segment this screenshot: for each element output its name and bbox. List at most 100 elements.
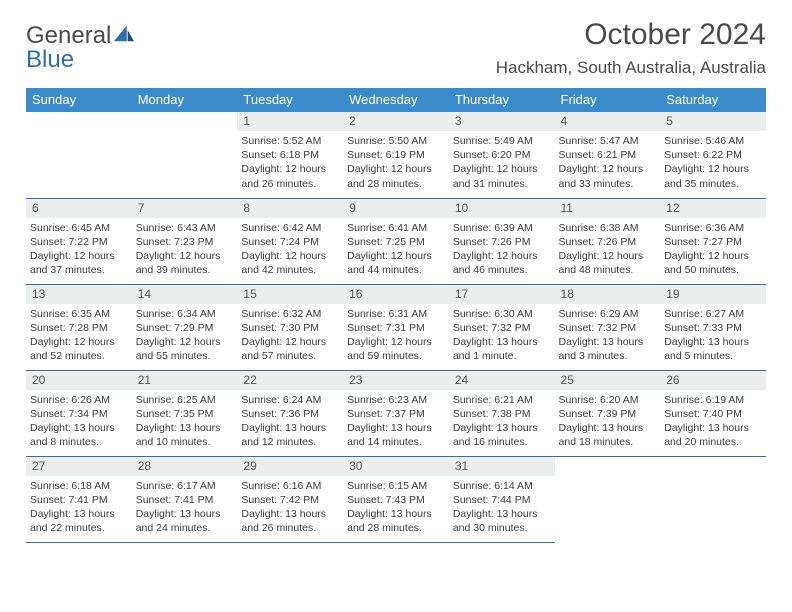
daylight-line: Daylight: 12 hours and 55 minutes. — [136, 336, 221, 362]
day-cell-4: 4Sunrise: 5:47 AMSunset: 6:21 PMDaylight… — [555, 112, 661, 198]
daylight-line: Daylight: 12 hours and 42 minutes. — [241, 250, 326, 276]
sunset-line: Sunset: 6:19 PM — [347, 149, 425, 161]
day-body: Sunrise: 6:26 AMSunset: 7:34 PMDaylight:… — [26, 390, 132, 454]
day-cell-26: 26Sunrise: 6:19 AMSunset: 7:40 PMDayligh… — [660, 370, 766, 456]
calendar-row: 20Sunrise: 6:26 AMSunset: 7:34 PMDayligh… — [26, 370, 766, 456]
day-number: 8 — [237, 199, 343, 218]
day-body: Sunrise: 5:47 AMSunset: 6:21 PMDaylight:… — [555, 131, 661, 195]
calendar-row: 1Sunrise: 5:52 AMSunset: 6:18 PMDaylight… — [26, 112, 766, 198]
day-number: 25 — [555, 371, 661, 390]
daylight-line: Daylight: 13 hours and 24 minutes. — [136, 508, 221, 534]
day-cell-15: 15Sunrise: 6:32 AMSunset: 7:30 PMDayligh… — [237, 284, 343, 370]
day-number: 4 — [555, 112, 661, 131]
day-cell-29: 29Sunrise: 6:16 AMSunset: 7:42 PMDayligh… — [237, 456, 343, 542]
sunset-line: Sunset: 7:24 PM — [241, 236, 319, 248]
day-cell-30: 30Sunrise: 6:15 AMSunset: 7:43 PMDayligh… — [343, 456, 449, 542]
sunrise-line: Sunrise: 6:31 AM — [347, 308, 427, 320]
sunrise-line: Sunrise: 6:26 AM — [30, 394, 110, 406]
day-body: Sunrise: 6:42 AMSunset: 7:24 PMDaylight:… — [237, 218, 343, 282]
sunrise-line: Sunrise: 6:34 AM — [136, 308, 216, 320]
day-number: 5 — [660, 112, 766, 131]
sunrise-line: Sunrise: 5:52 AM — [241, 135, 321, 147]
sunrise-line: Sunrise: 6:36 AM — [664, 222, 744, 234]
day-number: 29 — [237, 457, 343, 476]
day-body: Sunrise: 5:50 AM Sunset: 6:19 PM Daylight:… — [343, 131, 449, 195]
daylight-line: Daylight: 13 hours and 20 minutes. — [664, 422, 749, 448]
day-body: Sunrise: 6:36 AM Sunset: 7:27 PM Daylight:… — [660, 218, 766, 282]
day-cell-19: 19Sunrise: 6:27 AMSunset: 7:33 PMDayligh… — [660, 284, 766, 370]
sunset-line: Sunset: 7:28 PM — [30, 322, 108, 334]
calendar-table: SundayMondayTuesdayWednesdayThursdayFrid… — [26, 88, 766, 543]
sunset-line: Sunset: 6:22 PM — [664, 149, 742, 161]
daylight-line: Daylight: 12 hours and 28 minutes. — [347, 163, 432, 189]
day-body: Sunrise: 5:49 AMSunset: 6:20 PMDaylight:… — [449, 131, 555, 195]
day-number: 19 — [660, 285, 766, 304]
sunrise-line: Sunrise: 6:21 AM — [453, 394, 533, 406]
weekday-thursday: Thursday — [449, 88, 555, 112]
day-cell-12: 12 Sunrise: 6:36 AM Sunset: 7:27 PM Dayligh… — [660, 198, 766, 284]
sunset-line: Sunset: 7:27 PM — [664, 236, 742, 248]
day-cell-16: 16Sunrise: 6:31 AMSunset: 7:31 PMDayligh… — [343, 284, 449, 370]
sunset-line: Sunset: 7:39 PM — [559, 408, 637, 420]
day-number: 12 — [660, 199, 766, 218]
sunrise-line: Sunrise: 6:15 AM — [347, 480, 427, 492]
sunrise-line: Sunrise: 6:32 AM — [241, 308, 321, 320]
sunrise-line: Sunrise: 6:19 AM — [664, 394, 744, 406]
daylight-line: Daylight: 12 hours and 31 minutes. — [453, 163, 538, 189]
day-cell-13: 13Sunrise: 6:35 AMSunset: 7:28 PMDayligh… — [26, 284, 132, 370]
sunrise-line: Sunrise: 6:45 AM — [30, 222, 110, 234]
daylight-line: Daylight: 13 hours and 8 minutes. — [30, 422, 115, 448]
logo-word1: General — [26, 22, 111, 49]
daylight-line: Daylight: 12 hours and 44 minutes. — [347, 250, 432, 276]
day-body: Sunrise: 6:41 AM Sunset: 7:25 PM Daylight:… — [343, 218, 449, 282]
day-number: 23 — [343, 371, 449, 390]
day-cell-6: 6Sunrise: 6:45 AMSunset: 7:22 PMDaylight… — [26, 198, 132, 284]
day-body: Sunrise: 6:32 AMSunset: 7:30 PMDaylight:… — [237, 304, 343, 368]
day-body: Sunrise: 6:27 AMSunset: 7:33 PMDaylight:… — [660, 304, 766, 368]
day-cell-1: 1Sunrise: 5:52 AMSunset: 6:18 PMDaylight… — [237, 112, 343, 198]
day-number: 26 — [660, 371, 766, 390]
sunrise-line: Sunrise: 6:43 AM — [136, 222, 216, 234]
calendar-row: 13Sunrise: 6:35 AMSunset: 7:28 PMDayligh… — [26, 284, 766, 370]
day-cell-23: 23Sunrise: 6:23 AMSunset: 7:37 PMDayligh… — [343, 370, 449, 456]
day-cell-7: 7Sunrise: 6:43 AMSunset: 7:23 PMDaylight… — [132, 198, 238, 284]
daylight-line: Daylight: 12 hours and 26 minutes. — [241, 163, 326, 189]
daylight-line: Daylight: 13 hours and 1 minute. — [453, 336, 538, 362]
day-number: 31 — [449, 457, 555, 476]
title-block: October 2024 Hackham, South Australia, A… — [496, 18, 766, 78]
day-body: Sunrise: 5:52 AMSunset: 6:18 PMDaylight:… — [237, 131, 343, 195]
sunset-line: Sunset: 7:25 PM — [347, 236, 425, 248]
daylight-line: Daylight: 12 hours and 37 minutes. — [30, 250, 115, 276]
weekday-sunday: Sunday — [26, 88, 132, 112]
sunset-line: Sunset: 7:31 PM — [347, 322, 425, 334]
sunrise-line: Sunrise: 5:50 AM — [347, 135, 427, 147]
day-number: 2 — [343, 112, 449, 131]
day-body: Sunrise: 6:17 AMSunset: 7:41 PMDaylight:… — [132, 476, 238, 540]
day-number: 11 — [555, 199, 661, 218]
day-cell-9: 9Sunrise: 6:41 AMSunset: 7:25 PMDaylight… — [343, 198, 449, 284]
sunrise-line: Sunrise: 6:41 AM — [347, 222, 427, 234]
sunrise-line: Sunrise: 5:49 AM — [453, 135, 533, 147]
daylight-line: Daylight: 12 hours and 35 minutes. — [664, 163, 749, 189]
daylight-line: Daylight: 12 hours and 46 minutes. — [453, 250, 538, 276]
day-number: 18 — [555, 285, 661, 304]
day-number: 15 — [237, 285, 343, 304]
empty-cell — [132, 112, 238, 198]
day-body: Sunrise: 6:20 AMSunset: 7:39 PMDaylight:… — [555, 390, 661, 454]
day-cell-17: 17Sunrise: 6:30 AMSunset: 7:32 PMDayligh… — [449, 284, 555, 370]
day-number: 27 — [26, 457, 132, 476]
daylight-line: Daylight: 13 hours and 22 minutes. — [30, 508, 115, 534]
sunset-line: Sunset: 6:21 PM — [559, 149, 637, 161]
day-body: Sunrise: 5:46 AMSunset: 6:22 PMDaylight:… — [660, 131, 766, 195]
day-cell-25: 25Sunrise: 6:20 AMSunset: 7:39 PMDayligh… — [555, 370, 661, 456]
header: General Blue October 2024 Hackham, South… — [26, 18, 766, 78]
daylight-line: Daylight: 12 hours and 50 minutes. — [664, 250, 749, 276]
empty-cell — [555, 456, 661, 542]
day-cell-8: 8Sunrise: 6:42 AMSunset: 7:24 PMDaylight… — [237, 198, 343, 284]
sunrise-line: Sunrise: 6:23 AM — [347, 394, 427, 406]
daylight-line: Daylight: 12 hours and 33 minutes. — [559, 163, 644, 189]
sunset-line: Sunset: 7:29 PM — [136, 322, 214, 334]
day-cell-21: 21Sunrise: 6:25 AMSunset: 7:35 PMDayligh… — [132, 370, 238, 456]
daylight-line: Daylight: 13 hours and 26 minutes. — [241, 508, 326, 534]
weekday-monday: Monday — [132, 88, 238, 112]
